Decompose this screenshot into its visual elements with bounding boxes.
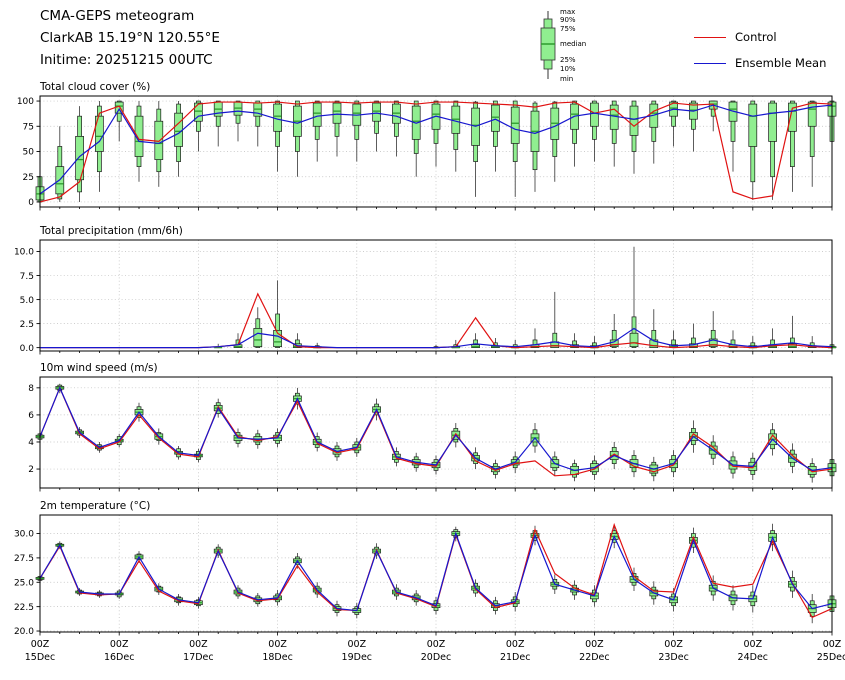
svg-text:00Z: 00Z	[743, 639, 762, 650]
legend-item-control: Control	[694, 24, 826, 50]
x-axis-labels: 00Z 15Dec 00Z 16Dec 00Z 17Dec 00Z 18Dec 00Z 19Dec…	[25, 639, 845, 663]
svg-text:21Dec: 21Dec	[500, 652, 530, 663]
svg-text:0: 0	[28, 198, 34, 208]
panel-cloud-cover: 0 25 50 75 100 Total cloud cover (%)	[17, 81, 836, 211]
meteogram-chart: 0 25 50 75 100 Total cloud cover (%) 0.0 2.5 5.0…	[0, 0, 845, 680]
svg-text:00Z: 00Z	[664, 639, 683, 650]
panel-wind-speed: 2 4 6 8 10m wind speed (m/s)	[28, 362, 836, 492]
svg-text:8: 8	[28, 384, 34, 394]
svg-text:10.0: 10.0	[14, 248, 34, 258]
svg-text:25.0: 25.0	[14, 578, 34, 588]
legend-box-label-90: 90%	[560, 16, 576, 24]
legend-box-label-25: 25%	[560, 56, 576, 64]
control-line-swatch	[694, 37, 726, 38]
chart-title: CMA-GEPS meteogram	[40, 5, 220, 27]
svg-text:75: 75	[23, 122, 34, 132]
svg-text:22Dec: 22Dec	[579, 652, 609, 663]
legend-item-ensemble-mean: Ensemble Mean	[694, 50, 826, 76]
svg-text:23Dec: 23Dec	[658, 652, 688, 663]
svg-text:Total precipitation (mm/6h): Total precipitation (mm/6h)	[39, 225, 183, 237]
svg-text:0.0: 0.0	[20, 344, 35, 354]
svg-text:2.5: 2.5	[20, 320, 34, 330]
svg-text:24Dec: 24Dec	[738, 652, 768, 663]
meteogram-page: CMA-GEPS meteogram ClarkAB 15.19°N 120.5…	[0, 0, 845, 680]
svg-text:50: 50	[23, 148, 35, 158]
svg-text:30.0: 30.0	[14, 530, 34, 540]
svg-text:00Z: 00Z	[427, 639, 446, 650]
legend-box-label-max: max	[560, 8, 575, 16]
panel-precipitation: 0.0 2.5 5.0 7.5 10.0 Total precipitation (mm/…	[14, 225, 836, 355]
svg-text:00Z: 00Z	[585, 639, 604, 650]
svg-text:17Dec: 17Dec	[183, 652, 213, 663]
svg-text:4: 4	[28, 438, 34, 448]
svg-text:10m wind speed (m/s): 10m wind speed (m/s)	[40, 362, 158, 374]
chart-location: ClarkAB 15.19°N 120.55°E	[40, 27, 220, 49]
svg-text:100: 100	[17, 97, 34, 107]
legend-box-label-10: 10%	[560, 65, 576, 73]
svg-text:25: 25	[23, 173, 34, 183]
svg-text:15Dec: 15Dec	[25, 652, 55, 663]
svg-text:20.0: 20.0	[14, 627, 34, 637]
svg-text:00Z: 00Z	[268, 639, 287, 650]
svg-text:27.5: 27.5	[14, 554, 34, 564]
svg-text:5.0: 5.0	[20, 296, 35, 306]
svg-text:7.5: 7.5	[20, 272, 34, 282]
svg-text:00Z: 00Z	[823, 639, 842, 650]
ensemble-mean-label: Ensemble Mean	[735, 56, 826, 70]
svg-text:00Z: 00Z	[31, 639, 50, 650]
svg-text:19Dec: 19Dec	[342, 652, 372, 663]
svg-text:2m temperature (°C): 2m temperature (°C)	[40, 500, 150, 512]
control-label: Control	[735, 30, 777, 44]
boxplot-legend-glyph: max 90% 75% median 25% 10% min	[536, 5, 636, 87]
boxplot-legend: max 90% 75% median 25% 10% min	[536, 5, 636, 91]
svg-text:22.5: 22.5	[14, 603, 34, 613]
svg-text:Total cloud cover (%): Total cloud cover (%)	[39, 81, 150, 93]
svg-text:00Z: 00Z	[347, 639, 366, 650]
svg-text:16Dec: 16Dec	[104, 652, 134, 663]
svg-text:18Dec: 18Dec	[262, 652, 292, 663]
legend-box-label-min: min	[560, 75, 573, 83]
svg-text:00Z: 00Z	[110, 639, 129, 650]
svg-text:20Dec: 20Dec	[421, 652, 451, 663]
svg-text:00Z: 00Z	[189, 639, 208, 650]
legend-box-label-75: 75%	[560, 25, 576, 33]
chart-header: CMA-GEPS meteogram ClarkAB 15.19°N 120.5…	[40, 5, 220, 71]
line-legend: Control Ensemble Mean	[694, 24, 826, 76]
svg-text:2: 2	[28, 465, 34, 475]
panel-temperature: 20.0 22.5 25.0 27.5 30.0 2m temperature (°C)	[14, 500, 836, 637]
svg-text:6: 6	[28, 411, 34, 421]
legend-box-label-median: median	[560, 40, 586, 48]
svg-text:00Z: 00Z	[506, 639, 525, 650]
chart-initime: Initime: 20251215 00UTC	[40, 49, 220, 71]
mean-line-swatch	[694, 63, 726, 64]
svg-text:25Dec: 25Dec	[817, 652, 845, 663]
